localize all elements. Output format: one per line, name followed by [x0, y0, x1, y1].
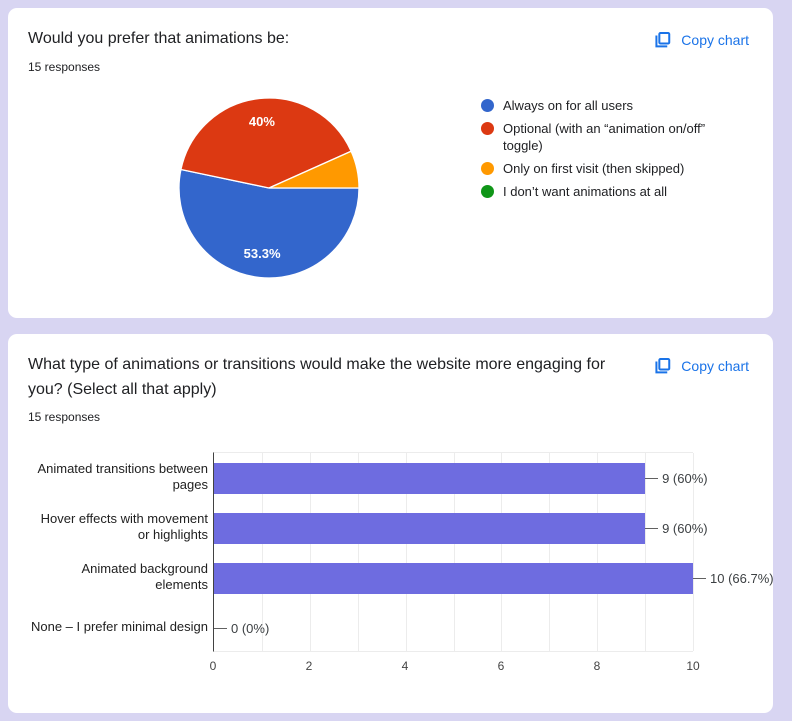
bar-plot-wrap: 9 (60%) 9 (60%) 10 (66.7%) 0 (0%) 0 2 4 6 8 10: [209, 452, 774, 676]
bar-value-label: 9 (60%): [662, 470, 708, 486]
legend-item: Optional (with an “animation on/off” tog…: [481, 120, 743, 154]
gridline: [405, 453, 407, 651]
card-header: Would you prefer that animations be: Cop…: [28, 26, 749, 52]
bar: [214, 462, 646, 494]
bar-category-label: Animated background elements: [81, 561, 208, 592]
bar: [214, 562, 693, 594]
bar-plot: 9 (60%) 9 (60%) 10 (66.7%) 0 (0%): [213, 452, 774, 653]
legend-color-dot: [481, 162, 494, 175]
copy-chart-button[interactable]: Copy chart: [652, 28, 749, 52]
legend-label: I don’t want animations at all: [503, 184, 668, 199]
gridline: [261, 453, 263, 651]
pie-chart: 53.3% 40%: [178, 97, 360, 279]
x-axis-tick-label: 6: [497, 659, 505, 673]
x-axis-tick-label: 8: [593, 659, 601, 673]
pie-slice: [180, 97, 352, 189]
bar-row: 0 (0%): [214, 603, 693, 653]
x-axis-tick-label: 2: [305, 659, 313, 673]
legend-item: I don’t want animations at all: [481, 183, 743, 200]
legend-color-dot: [481, 122, 494, 135]
bar-callout-line: [645, 477, 659, 479]
gridline: [693, 453, 694, 651]
gridline: [357, 453, 359, 651]
gridline: [501, 453, 503, 651]
legend-label: Always on for all users: [503, 98, 634, 113]
response-count: 15 responses: [28, 60, 101, 74]
bar-row: 9 (60%): [214, 453, 708, 503]
x-axis-tick-label: 0: [209, 659, 217, 673]
gridline: [309, 453, 311, 651]
pie-question-card: Would you prefer that animations be: Cop…: [8, 8, 773, 318]
copy-icon: [652, 356, 672, 376]
copy-chart-label: Copy chart: [681, 358, 749, 374]
card-header: What type of animations or transitions w…: [28, 352, 749, 402]
pie-legend: Always on for all users Optional (with an…: [481, 97, 743, 206]
legend-item: Always on for all users: [481, 97, 743, 114]
x-axis-tick-label: 4: [401, 659, 409, 673]
question-title: What type of animations or transitions w…: [28, 356, 606, 398]
bar-chart: Animated transitions between pages Hover …: [28, 452, 774, 676]
pie-slice: [268, 150, 360, 189]
pie-slice-percentage-label: 53.3%: [244, 246, 281, 261]
bar-value-label: 10 (66.7%): [710, 570, 774, 586]
copy-chart-label: Copy chart: [681, 32, 749, 48]
copy-chart-button[interactable]: Copy chart: [652, 354, 749, 378]
pie-chart-area: 53.3% 40% Always on for all users Optional…: [28, 87, 749, 292]
bar: [214, 512, 646, 544]
response-count: 15 responses: [28, 410, 101, 424]
bar-row: 9 (60%): [214, 503, 708, 553]
gridline: [549, 453, 551, 651]
bar-category-label: Hover effects with movement or highlight…: [40, 511, 208, 542]
legend-label: Optional (with an “animation on/off” tog…: [503, 121, 706, 153]
copy-icon: [652, 30, 672, 50]
x-axis-ticks: 0 2 4 6 8 10: [209, 652, 700, 676]
bar-category-labels: Animated transitions between pages Hover …: [28, 452, 213, 676]
bar-value-label: 9 (60%): [662, 520, 708, 536]
pie-slice: [178, 168, 360, 279]
bar-category-label: None – I prefer minimal design: [30, 619, 208, 634]
bar-category-label: Animated transitions between pages: [37, 461, 208, 492]
bar-question-card: What type of animations or transitions w…: [8, 334, 774, 713]
bar-value-label: 0 (0%): [231, 620, 270, 636]
bar-callout-line: [645, 527, 659, 529]
question-title: Would you prefer that animations be:: [28, 30, 290, 47]
legend-color-dot: [481, 185, 494, 198]
gridline: [645, 453, 647, 651]
bar-row: 10 (66.7%): [214, 553, 774, 603]
x-axis-tick-label: 10: [686, 659, 700, 673]
bar-callout-line: [214, 627, 227, 629]
legend-item: Only on first visit (then skipped): [481, 160, 743, 177]
pie-slice-percentage-label: 40%: [249, 114, 275, 129]
legend-color-dot: [481, 99, 494, 112]
legend-label: Only on first visit (then skipped): [503, 161, 685, 176]
bar-callout-line: [693, 577, 706, 579]
gridline: [597, 453, 599, 651]
gridline: [453, 453, 455, 651]
